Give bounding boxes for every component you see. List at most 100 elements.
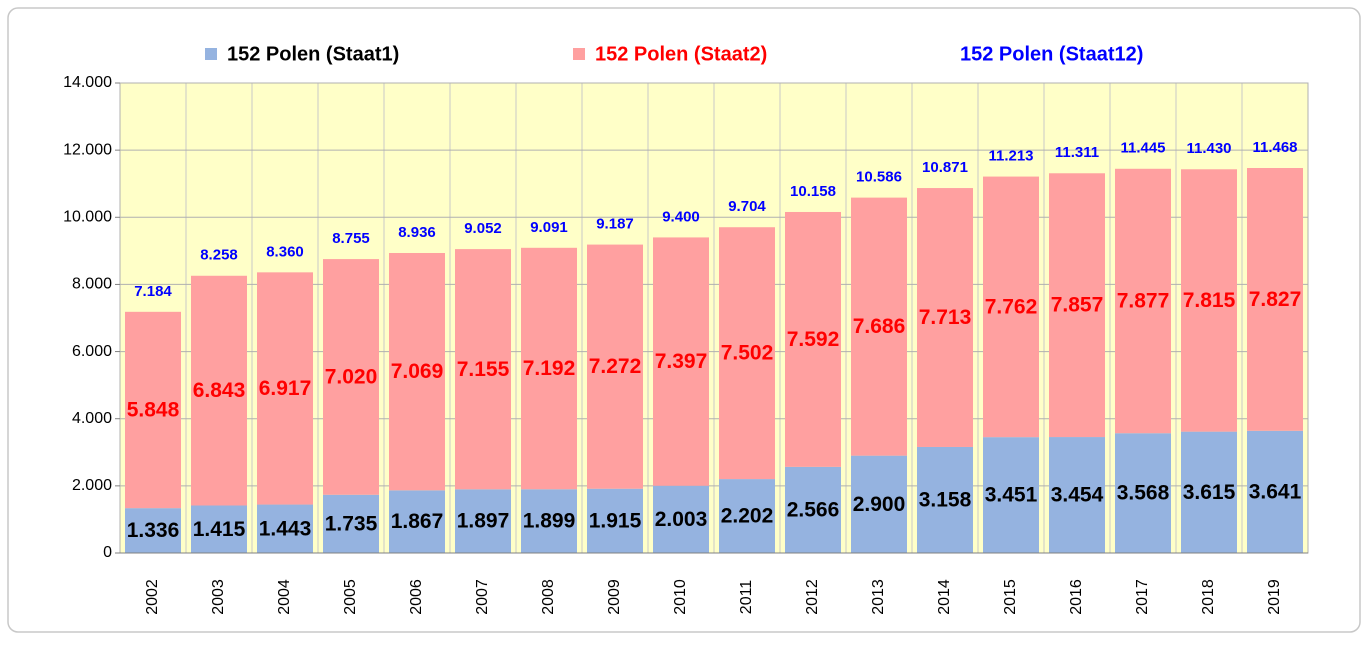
data-label: 3.641 [1249,480,1302,503]
data-label: 7.686 [853,315,906,338]
x-tick-label: 2013 [870,579,887,615]
data-label: 2.900 [853,493,906,516]
y-tick-label: 4.000 [72,410,112,427]
y-tick-label: 0 [103,544,112,561]
bar-segment [389,490,445,553]
bar-segment [587,244,643,489]
x-tick-label: 2017 [1134,579,1151,615]
bar-segment [1049,437,1105,553]
bar-segment [917,188,973,447]
x-tick-label: 2005 [342,579,359,615]
x-tick-label: 2010 [672,579,689,615]
x-tick-label: 2011 [738,580,755,615]
bar-segment [653,485,709,553]
bar-segment [851,455,907,553]
bar-segment [455,489,511,553]
x-tick-label: 2007 [474,579,491,615]
x-tick-label: 2014 [936,579,953,615]
y-tick-label: 8.000 [72,276,112,293]
data-label: 7.713 [919,306,972,329]
x-tick-label: 2004 [276,579,293,615]
data-label: 3.451 [985,484,1038,507]
total-label: 8.258 [200,247,238,264]
data-label: 2.566 [787,498,840,521]
total-label: 11.311 [1055,144,1099,161]
data-label: 3.158 [919,489,972,512]
bar-segment [389,253,445,491]
data-label: 7.827 [1249,288,1302,311]
data-label: 1.915 [589,509,642,532]
total-label: 7.184 [134,283,172,300]
bar-segment [1247,430,1303,553]
bar-segment [851,197,907,456]
data-label: 1.336 [127,519,180,542]
data-label: 7.815 [1183,289,1236,312]
legend-swatch [205,48,217,60]
data-label: 2.003 [655,508,708,531]
bar-segment [521,489,577,553]
x-tick-label: 2002 [144,579,161,615]
bar-segment [1049,173,1105,438]
bar-segment [719,479,775,553]
total-label: 9.052 [464,220,502,237]
data-label: 7.020 [325,365,378,388]
total-label: 9.187 [596,216,634,233]
data-label: 3.615 [1183,481,1236,504]
data-label: 7.502 [721,342,774,365]
bar-segment [125,311,181,509]
data-label: 3.568 [1117,482,1170,505]
x-tick-label: 2003 [210,579,227,615]
data-label: 7.592 [787,328,840,351]
x-tick-label: 2009 [606,579,623,615]
bar-segment [455,249,511,490]
x-tick-label: 2008 [540,579,557,615]
data-label: 1.443 [259,517,312,540]
bar-segment [1181,431,1237,553]
data-label: 7.272 [589,355,642,378]
total-label: 10.158 [790,183,836,200]
total-label: 10.871 [922,159,968,176]
data-label: 7.192 [523,357,576,380]
data-label: 6.917 [259,377,312,400]
total-label: 8.360 [266,243,304,260]
total-label: 10.586 [856,169,902,186]
total-label: 11.445 [1120,140,1165,157]
bar-segment [1115,168,1171,434]
data-label: 7.877 [1117,290,1170,313]
total-label: 8.755 [332,230,370,247]
data-label: 7.069 [391,360,444,383]
bar-segment [785,466,841,553]
bar-segment [917,446,973,553]
data-label: 1.897 [457,510,510,533]
legend-label: 152 Polen (Staat2) [595,43,767,65]
x-tick-label: 2015 [1002,579,1019,615]
bar-segment [257,504,313,553]
total-label: 11.430 [1186,140,1231,157]
bar-segment [983,176,1039,438]
data-label: 7.155 [457,358,510,381]
x-tick-label: 2012 [804,579,821,615]
data-label: 1.735 [325,512,378,535]
bar-segment [125,508,181,553]
y-tick-label: 10.000 [63,209,112,226]
bar-segment [653,237,709,486]
bar-segment [1115,433,1171,553]
y-tick-label: 2.000 [72,477,112,494]
bar-segment [191,275,247,506]
bar-segment [191,505,247,553]
bar-segment [719,227,775,480]
data-label: 6.843 [193,379,246,402]
total-label: 9.400 [662,208,700,225]
x-tick-label: 2016 [1068,579,1085,615]
data-label: 3.454 [1051,484,1104,507]
bar-segment [521,247,577,490]
data-label: 5.848 [127,399,180,422]
total-label: 8.936 [398,224,436,241]
y-tick-label: 12.000 [63,141,112,158]
data-label: 1.867 [391,510,444,533]
data-label: 2.202 [721,505,774,528]
y-tick-label: 6.000 [72,343,112,360]
x-tick-label: 2006 [408,579,425,615]
x-tick-label: 2018 [1200,579,1217,615]
